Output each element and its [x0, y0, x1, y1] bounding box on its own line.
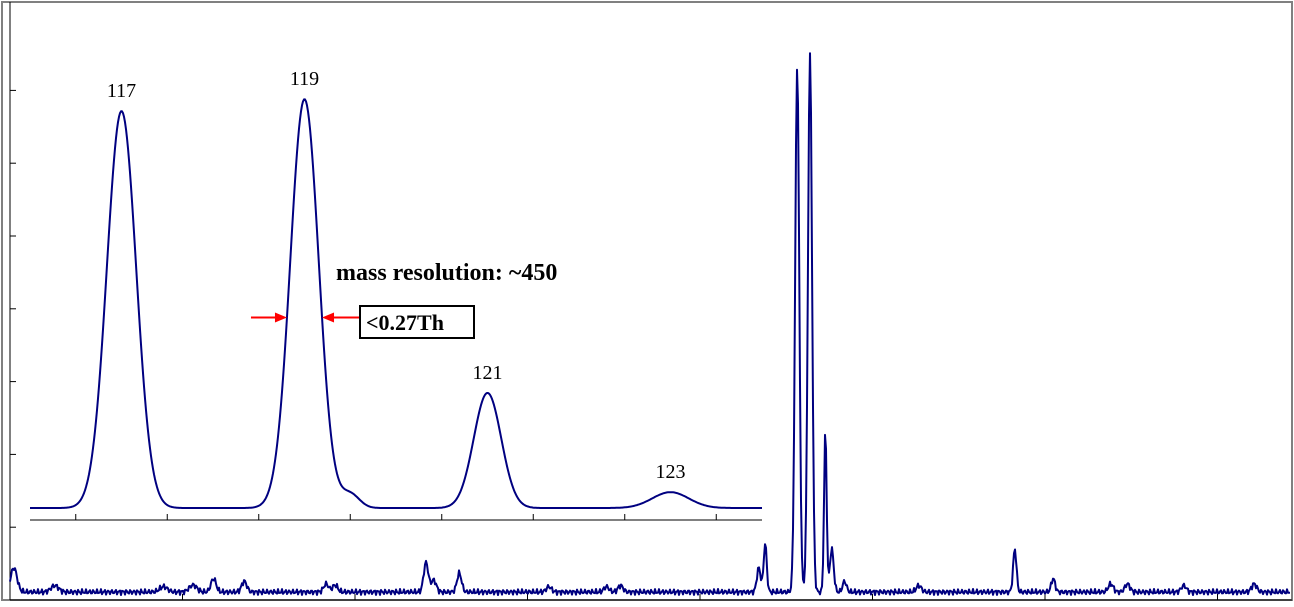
- left-arrow-head: [274, 312, 287, 323]
- full-spectrum-line: [9, 52, 1290, 596]
- inset-spectrum-line: [30, 98, 762, 509]
- peak-label-group: 117 119 121 123: [107, 68, 686, 483]
- right-arrow-head: [322, 312, 335, 323]
- inset-zoom-plot: 117 119 121 123 mass resolution: ~450 <0.27…: [30, 68, 762, 521]
- peak-label: 121: [473, 362, 503, 384]
- mass-resolution-label: mass resolution: ~450: [336, 260, 557, 286]
- y-tick-group: [10, 89, 16, 528]
- inset-x-tick-group: [75, 514, 717, 520]
- peak-label: 119: [290, 68, 319, 90]
- width-label-box: [359, 305, 475, 339]
- peak-label: 117: [107, 80, 136, 102]
- width-label: <0.27Th: [366, 310, 444, 335]
- fwhm-arrows: [250, 312, 361, 323]
- peak-label: 123: [656, 461, 686, 483]
- x-tick-group: [9, 594, 1218, 600]
